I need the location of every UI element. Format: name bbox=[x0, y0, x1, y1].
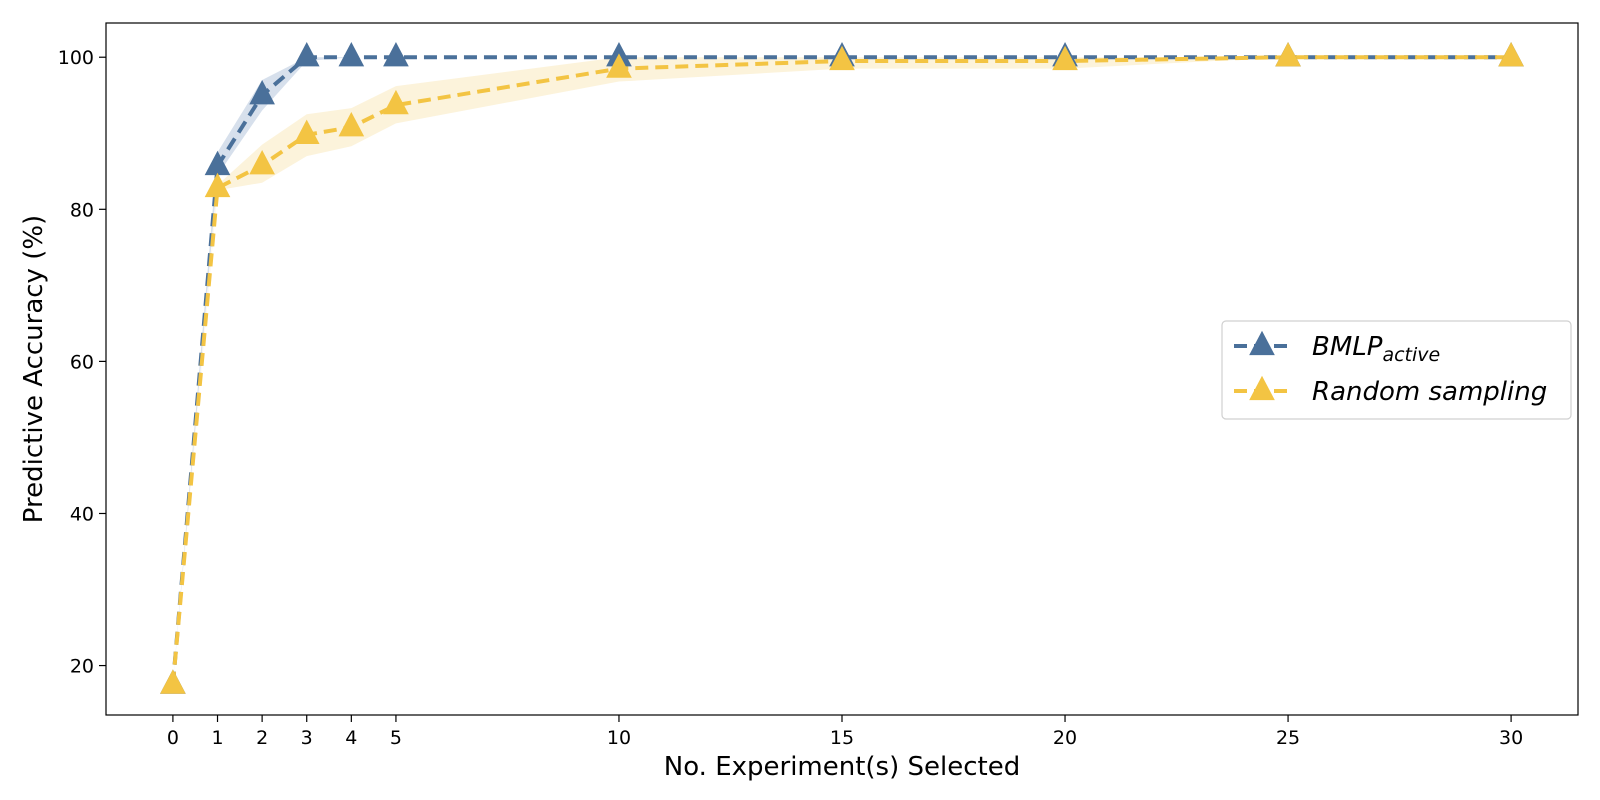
legend-box bbox=[1221, 320, 1572, 420]
series-line bbox=[170, 55, 1512, 685]
data-point bbox=[383, 89, 409, 115]
x-tick-label: 20 bbox=[1053, 727, 1077, 749]
series-markers bbox=[160, 42, 1524, 694]
data-point bbox=[249, 149, 275, 175]
data-point bbox=[1498, 42, 1524, 67]
data-point bbox=[293, 42, 320, 67]
x-tick-label: 2 bbox=[256, 727, 268, 749]
y-axis-ticks: 20 40 60 80 100 bbox=[58, 47, 106, 678]
legend: BMLPactive Random sampling bbox=[1221, 320, 1572, 420]
legend-entry-label: Random sampling bbox=[1312, 377, 1547, 407]
data-point bbox=[606, 53, 632, 78]
x-axis-label: No. Experiment(s) Selected bbox=[664, 752, 1020, 782]
data-point bbox=[829, 45, 855, 71]
data-point bbox=[338, 111, 365, 137]
data-point bbox=[249, 80, 275, 105]
data-point bbox=[1052, 45, 1078, 71]
data-point bbox=[383, 42, 409, 67]
legend-entry-label: BMLPactive bbox=[1312, 332, 1440, 366]
y-tick-label: 40 bbox=[70, 503, 94, 525]
data-point bbox=[293, 119, 320, 144]
x-tick-label: 5 bbox=[390, 727, 402, 749]
y-tick-label: 60 bbox=[70, 351, 94, 373]
x-tick-label: 0 bbox=[167, 727, 179, 749]
data-point bbox=[338, 42, 365, 67]
x-tick-label: 30 bbox=[1499, 727, 1523, 749]
x-tick-label: 1 bbox=[211, 727, 223, 749]
y-tick-label: 100 bbox=[58, 47, 94, 69]
x-tick-label: 3 bbox=[301, 727, 313, 749]
y-axis-label: Predictive Accuracy (%) bbox=[19, 215, 49, 523]
y-tick-label: 20 bbox=[70, 656, 94, 678]
data-point bbox=[160, 669, 186, 694]
x-tick-label: 4 bbox=[345, 727, 357, 749]
data-point bbox=[204, 172, 231, 198]
legend-marker bbox=[1249, 375, 1275, 401]
data-point bbox=[1275, 42, 1301, 67]
x-axis-ticks: 0 1 2 3 4 5 10 15 20 25 30 bbox=[167, 715, 1523, 749]
x-tick-label: 25 bbox=[1276, 727, 1300, 749]
y-tick-label: 80 bbox=[70, 199, 94, 221]
x-tick-label: 15 bbox=[830, 727, 854, 749]
legend-marker bbox=[1249, 330, 1275, 356]
x-tick-label: 10 bbox=[607, 727, 631, 749]
